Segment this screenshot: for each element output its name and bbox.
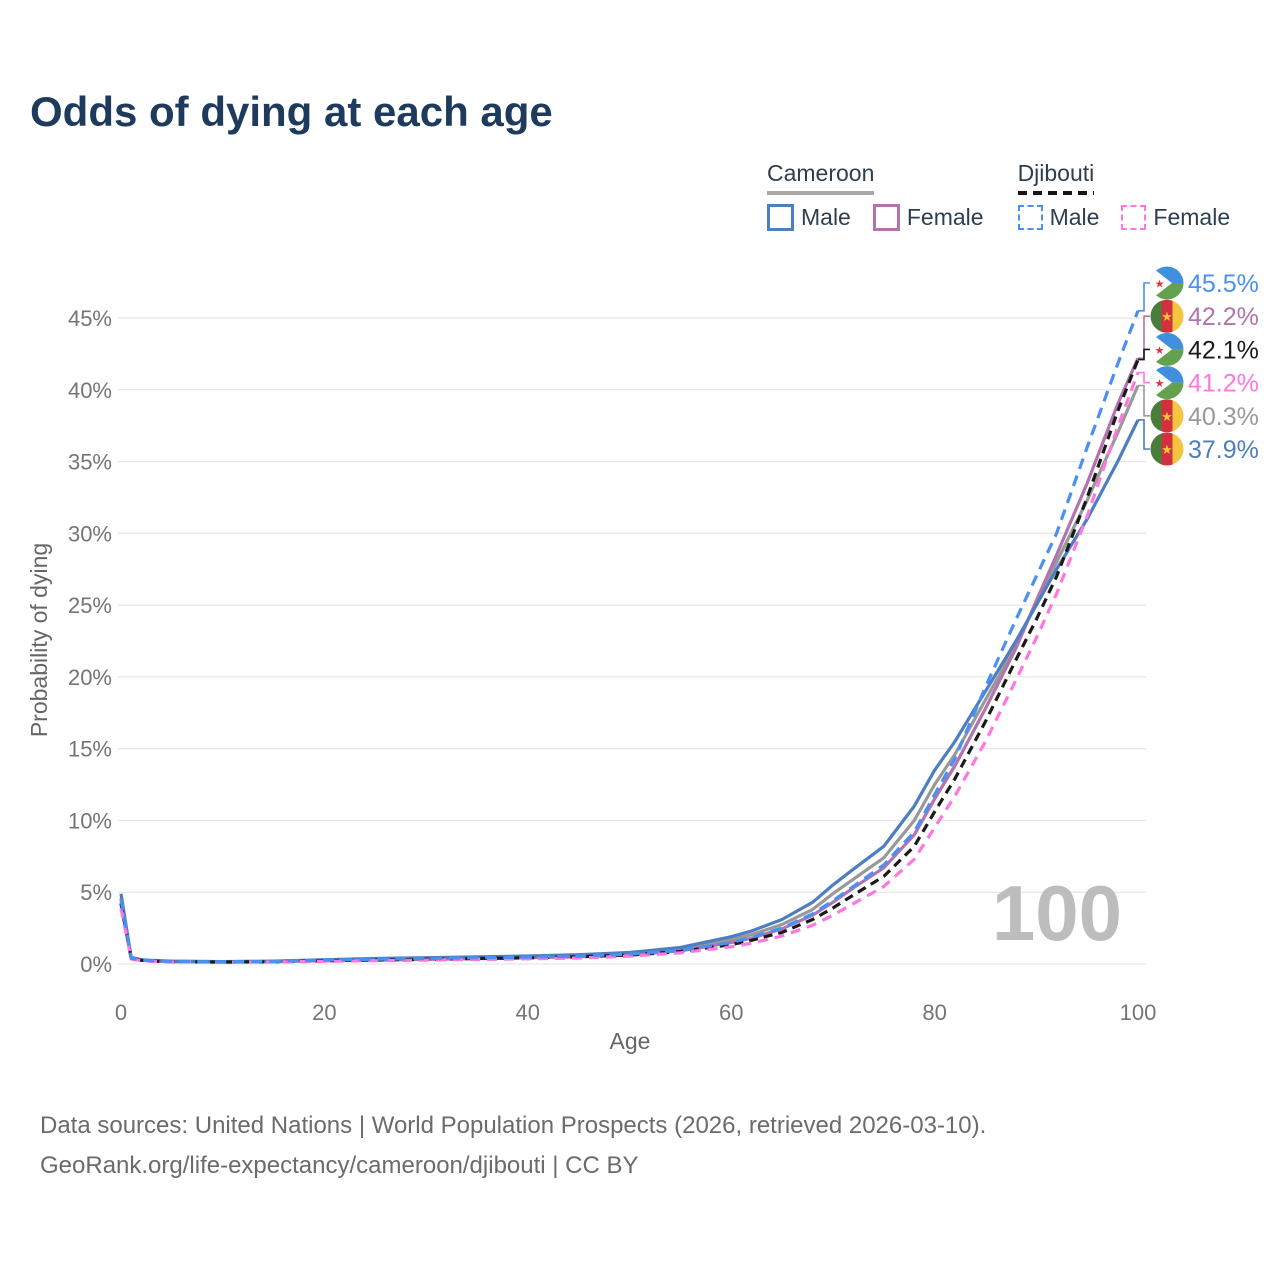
- end-label-connector: [1138, 384, 1150, 417]
- djibouti-dashed-line-swatch: [1017, 191, 1095, 195]
- x-tick-label: 40: [516, 1000, 540, 1025]
- series-line-djibouti-female: [119, 371, 1140, 964]
- flag-cameroon-icon: [1150, 399, 1184, 433]
- flag-djibouti-icon: [1150, 366, 1184, 400]
- y-tick-label: 15%: [68, 737, 112, 762]
- flag-cameroon-icon: [1150, 432, 1184, 466]
- legend-item-cameroon-male[interactable]: Male: [767, 204, 851, 231]
- djibouti-female-swatch-icon: [1121, 205, 1147, 230]
- y-tick-label: 45%: [68, 306, 112, 331]
- cameroon-female-swatch-icon: [872, 204, 900, 231]
- series-end-labels: 45.5% 42.2% 42.1% 41.2% 40.3% 37.9%: [1138, 266, 1259, 466]
- legend-item-djibouti-male[interactable]: Male: [1017, 204, 1100, 231]
- y-tick-label: 40%: [68, 378, 112, 403]
- legend-item-label: Female: [1153, 204, 1231, 230]
- cameroon-male-swatch-icon: [767, 204, 794, 231]
- legend-country-label: Cameroon: [767, 160, 875, 186]
- legend-country-cameroon[interactable]: Cameroon: [767, 160, 875, 195]
- series-line-djibouti-both-sexes: [119, 359, 1140, 964]
- end-label-connector: [1138, 315, 1150, 359]
- end-label-value-djibouti-male: 45.5%: [1188, 270, 1259, 298]
- series-lines: [119, 310, 1140, 964]
- end-label-value-djibouti-both-sexes: 42.1%: [1188, 336, 1259, 364]
- end-label-connector: [1138, 282, 1150, 312]
- legend-item-label: Female: [906, 204, 984, 230]
- legend-country-djibouti[interactable]: Djibouti: [1017, 160, 1095, 195]
- y-tick-label: 25%: [68, 593, 112, 618]
- end-label-connector: [1138, 419, 1150, 450]
- x-tick-label: 60: [719, 1000, 743, 1025]
- cameroon-solid-line-swatch: [767, 191, 875, 195]
- x-tick-label: 80: [922, 1000, 946, 1025]
- y-tick-label: 10%: [68, 808, 112, 833]
- x-tick-label: 0: [115, 1000, 127, 1025]
- y-tick-label: 20%: [68, 665, 112, 690]
- end-label-value-cameroon-female: 42.2%: [1188, 303, 1259, 331]
- data-sources-line: Data sources: United Nations | World Pop…: [40, 1112, 987, 1139]
- end-label-value-cameroon-both-sexes: 40.3%: [1188, 403, 1259, 431]
- y-tick-label: 30%: [68, 521, 112, 546]
- y-axis-title: Probability of dying: [26, 543, 52, 737]
- legend-item-djibouti-female[interactable]: Female: [1121, 204, 1230, 231]
- series-line-cameroon-both-sexes: [119, 384, 1140, 964]
- y-tick-label: 0%: [80, 952, 112, 977]
- x-tick-label: 20: [312, 1000, 336, 1025]
- end-label-connector: [1138, 371, 1150, 384]
- series-line-cameroon-female: [119, 357, 1140, 964]
- y-axis-tick-labels: 0% 5% 10% 15% 20% 25% 30% 35% 40% 45%: [68, 306, 112, 977]
- legend-item-cameroon-female[interactable]: Female: [872, 204, 984, 231]
- x-tick-label: 100: [1120, 1000, 1157, 1025]
- y-tick-label: 35%: [68, 450, 112, 475]
- series-line-djibouti-male: [119, 310, 1140, 964]
- legend-items-cameroon: Male Female: [767, 204, 984, 231]
- legend-item-label: Male: [801, 204, 851, 230]
- djibouti-male-swatch-icon: [1017, 205, 1043, 230]
- y-tick-label: 5%: [80, 880, 112, 905]
- attribution-footer: Data sources: United Nations | World Pop…: [40, 1106, 986, 1186]
- x-axis-title: Age: [610, 1028, 651, 1054]
- end-label-connector: [1138, 348, 1150, 361]
- end-label-value-djibouti-female: 41.2%: [1188, 370, 1259, 398]
- page-title: Odds of dying at each age: [30, 88, 553, 135]
- legend-item-label: Male: [1049, 204, 1100, 230]
- flag-cameroon-icon: [1150, 299, 1184, 333]
- legend-group-cameroon: Cameroon Male Female: [767, 160, 984, 231]
- end-label-value-cameroon-male: 37.9%: [1188, 436, 1259, 464]
- age-watermark: 100: [992, 869, 1122, 957]
- legend-country-label: Djibouti: [1017, 160, 1095, 186]
- source-url-line: GeoRank.org/life-expectancy/cameroon/dji…: [40, 1152, 639, 1179]
- chart-legend: Cameroon Male Female Djibouti: [767, 160, 1230, 231]
- legend-items-djibouti: Male Female: [1017, 204, 1230, 231]
- x-axis-tick-labels: 0 20 40 60 80 100: [115, 1000, 1156, 1025]
- flag-djibouti-icon: [1150, 332, 1184, 366]
- gridlines: [118, 317, 1146, 965]
- flag-djibouti-icon: [1150, 266, 1184, 300]
- line-chart[interactable]: ★ ★ 100 0%5%10%15%20%25%30%35%40%45% 0 20…: [0, 0, 1280, 1075]
- legend-group-djibouti: Djibouti Male Female: [1017, 160, 1230, 231]
